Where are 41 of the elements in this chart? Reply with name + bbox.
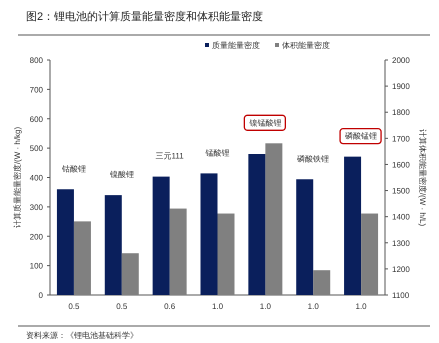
x-tick-label: 0.5 [116,302,128,311]
x-tick-label: 1.0 [356,302,368,311]
annotation: 磷酸铁锂 [296,154,330,164]
y2-axis-title: 计算体积能量密度/(W · h/L) [418,128,427,226]
x-tick-label: 1.0 [212,302,224,311]
annotation: 磷酸锰锂 [344,132,378,141]
y-tick-label: 500 [30,144,44,154]
y-tick-label: 100 [30,262,44,271]
x-tick-label: 0.5 [68,302,80,311]
annotation: 镍酸锂 [108,170,134,180]
y-tick-label: 400 [30,174,44,182]
y2-tick-label: 2000 [392,56,410,65]
y2-tick-label: 1400 [392,212,410,222]
annotation: 锰酸锂 [204,148,230,158]
y-tick-label: 200 [30,232,44,242]
x-tick-label: 1.0 [260,302,272,311]
y2-tick-label: 1600 [392,160,410,170]
y-tick-label: 600 [30,114,44,124]
y-tick-label: 300 [30,202,44,212]
bar [296,179,314,295]
y-tick-label: 0 [38,291,44,300]
text: 资料来源：《锂电池基础科学》 [26,331,138,340]
x-tick-label: 1.0 [308,302,320,311]
legend-label: 质量能量密度 [212,41,260,50]
y-axis-title: 计算质量能量密度/(W · h/kg) [13,126,22,228]
y2-tick-label: 1200 [392,264,410,274]
x-tick-label: 0.6 [164,302,176,311]
y2-tick-label: 1300 [392,238,410,248]
y2-tick-label: 1100 [392,291,410,300]
y2-tick-label: 1800 [392,108,410,118]
y2-tick-label: 1900 [392,82,410,92]
annotation: 三元111 [156,152,184,161]
annotation: 钴酸锂 [60,164,86,174]
y2-tick-label: 1700 [392,134,410,144]
legend-label: 体积能量密度 [282,41,330,50]
annotation: 镍锰酸锂 [248,118,282,128]
chart-title: 图2：锂电池的计算质量能量密度和体积能量密度 [26,10,264,23]
y-tick-label: 700 [30,85,44,94]
bar [104,195,122,295]
y2-tick-label: 1500 [392,186,410,196]
y-tick-label: 800 [30,56,44,65]
